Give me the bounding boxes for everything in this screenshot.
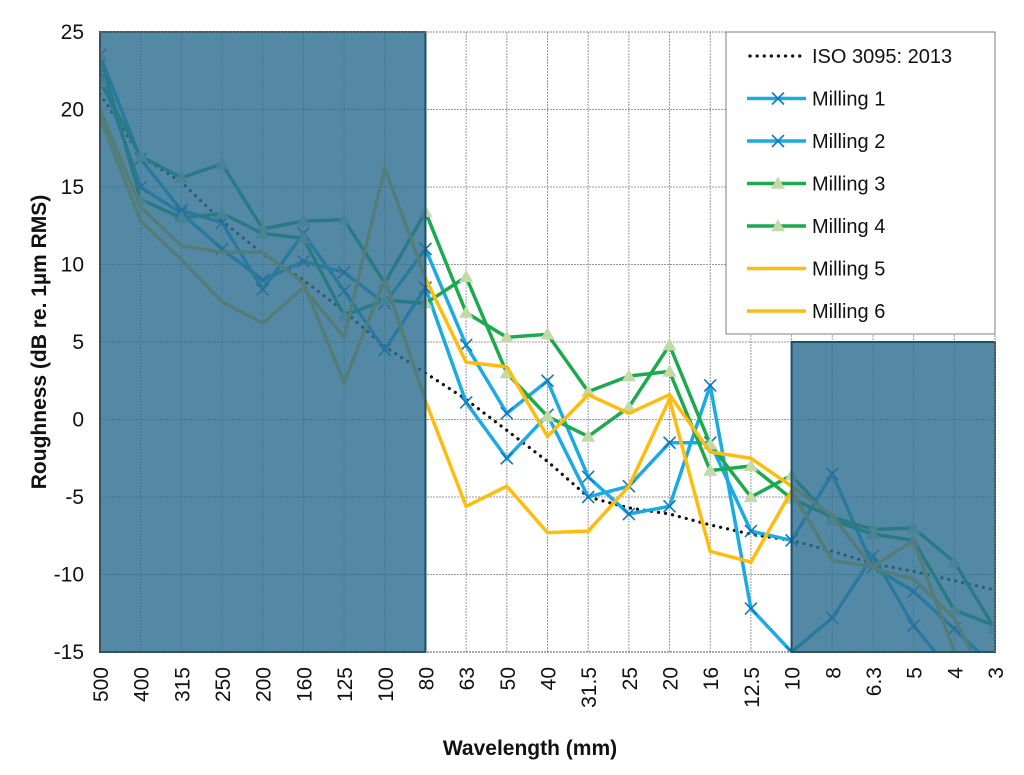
x-tick-label: 63 — [456, 667, 479, 690]
x-tick-label: 400 — [131, 667, 154, 702]
x-tick-label: 10 — [782, 667, 805, 690]
x-tick-label: 315 — [171, 667, 194, 702]
x-marker — [540, 374, 555, 388]
x-marker — [662, 499, 677, 513]
x-tick-label: 4 — [944, 667, 967, 679]
x-tick-label: 50 — [497, 667, 520, 690]
legend-label: Milling 6 — [812, 301, 885, 323]
x-tick-label: 3 — [985, 667, 1008, 679]
triangle-marker — [743, 459, 758, 472]
legend-item: Milling 1 — [747, 89, 885, 111]
legend-item: ISO 3095: 2013 — [748, 46, 952, 68]
x-marker — [744, 524, 758, 538]
x-tick-label: 100 — [375, 667, 398, 702]
shaded-region — [790, 341, 996, 653]
x-marker — [581, 470, 595, 484]
triangle-marker — [703, 463, 718, 476]
triangle-marker — [662, 338, 677, 351]
y-tick-labels: -15 -10 -5 0 5 10 15 20 25 — [54, 21, 84, 664]
x-marker — [459, 395, 473, 410]
y-tick-label: -5 — [65, 486, 84, 509]
x-marker — [581, 490, 595, 504]
y-tick-label: -15 — [54, 641, 84, 664]
triangle-marker — [771, 176, 785, 189]
x-tick-label: 250 — [212, 667, 235, 702]
x-tick-label: 500 — [90, 667, 113, 702]
y-tick-label: -10 — [54, 564, 84, 587]
triangle-marker — [459, 305, 474, 318]
x-tick-label: 25 — [619, 667, 642, 690]
x-tick-label: 125 — [334, 667, 357, 702]
x-tick-label: 160 — [293, 667, 316, 702]
x-tick-label: 31.5 — [578, 667, 601, 708]
y-tick-label: 15 — [61, 176, 84, 199]
x-tick-label: 8 — [822, 667, 845, 679]
x-tick-label: 6.3 — [863, 667, 886, 696]
x-marker — [771, 134, 785, 148]
x-marker — [500, 451, 514, 465]
x-tick-label: 40 — [538, 667, 561, 690]
triangle-marker — [540, 409, 555, 422]
legend: ISO 3095: 2013 Milling 1 Milling 2 Milling … — [725, 31, 996, 335]
x-tick-labels: 500 400 315 250 200 160 125 100 80 63 50 40 31.5 25 20… — [90, 667, 1008, 708]
x-tick-label: 200 — [253, 667, 276, 702]
legend-label: ISO 3095: 2013 — [812, 46, 952, 68]
triangle-marker — [581, 429, 596, 442]
x-tick-label: 5 — [904, 667, 927, 679]
x-marker — [500, 406, 514, 420]
x-tick-label: 20 — [660, 667, 683, 690]
x-marker — [703, 378, 717, 392]
x-marker — [744, 602, 758, 616]
legend-item: Milling 4 — [747, 216, 885, 238]
legend-label: Milling 2 — [812, 131, 885, 153]
x-marker — [622, 507, 636, 521]
triangle-marker — [540, 327, 555, 340]
x-tick-label: 80 — [415, 667, 438, 690]
x-tick-label: 16 — [700, 667, 723, 690]
triangle-marker — [743, 490, 758, 503]
legend-item: Milling 6 — [747, 301, 885, 323]
y-tick-label: 5 — [72, 331, 84, 354]
shaded-region — [99, 31, 427, 653]
triangle-marker — [459, 269, 474, 283]
y-tick-label: 0 — [72, 409, 84, 432]
triangle-marker — [771, 219, 785, 232]
legend-item: Milling 2 — [747, 131, 885, 153]
shaded-regions — [99, 31, 996, 653]
triangle-marker — [621, 369, 636, 382]
legend-item: Milling 3 — [747, 174, 885, 196]
x-marker — [662, 436, 677, 450]
legend-label: Milling 4 — [812, 216, 885, 238]
y-tick-label: 10 — [61, 254, 84, 277]
triangle-marker — [621, 400, 636, 413]
triangle-marker — [499, 330, 514, 343]
legend-label: Milling 3 — [812, 174, 885, 196]
legend-label: Milling 5 — [812, 259, 885, 281]
y-tick-label: 25 — [61, 21, 84, 44]
triangle-marker — [581, 384, 596, 397]
x-marker — [989, 693, 1001, 705]
legend-item: Milling 5 — [747, 259, 885, 281]
x-tick-label: 12.5 — [741, 667, 764, 708]
y-tick-label: 20 — [61, 99, 84, 122]
y-axis-title: Roughness (dB re. 1µm RMS) — [28, 195, 51, 489]
triangle-marker — [662, 364, 677, 377]
x-marker — [459, 338, 473, 352]
x-marker — [771, 91, 785, 106]
x-axis-title: Wavelength (mm) — [443, 737, 617, 760]
legend-label: Milling 1 — [812, 89, 885, 111]
